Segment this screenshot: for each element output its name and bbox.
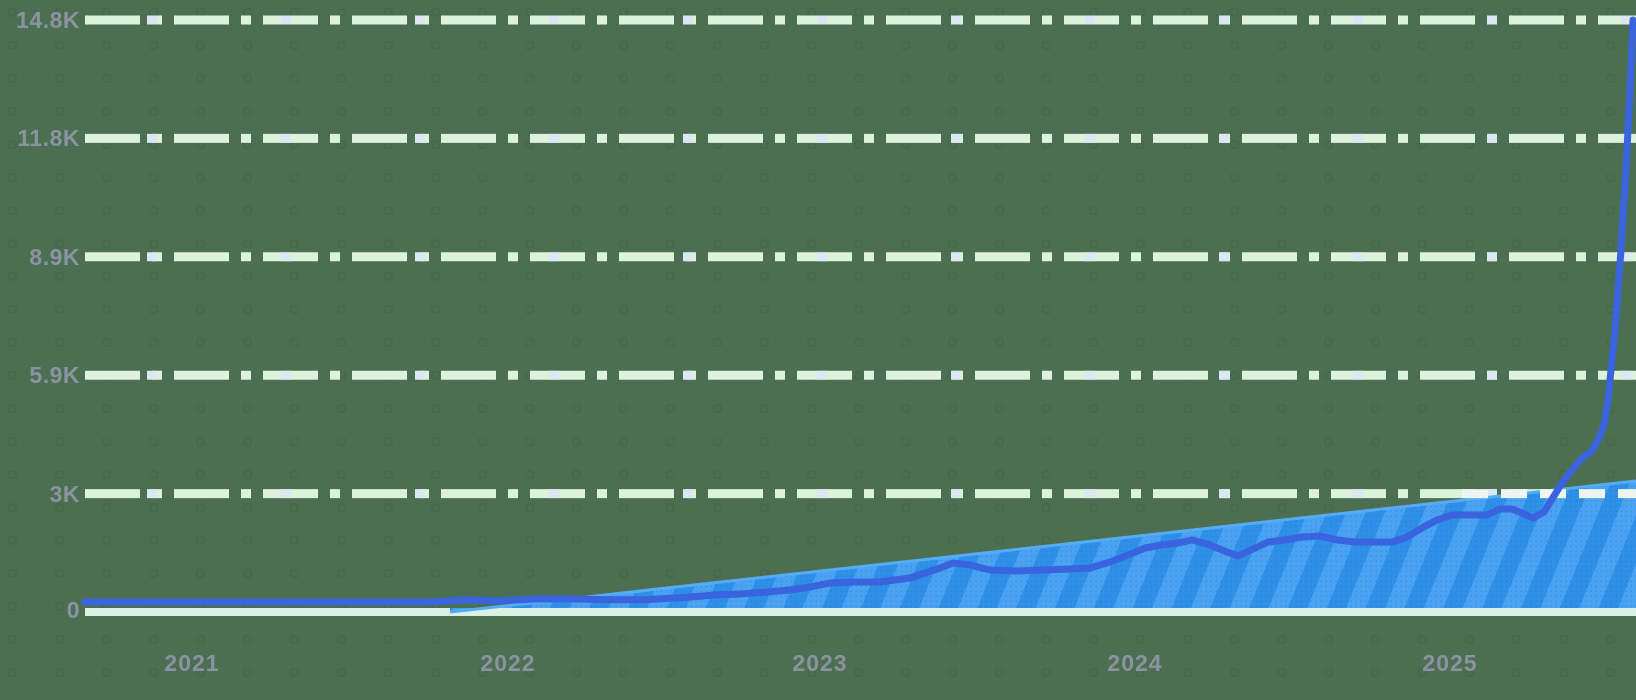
x-tick-label: 2023 (792, 650, 848, 676)
x-tick-label: 2022 (480, 650, 536, 676)
main-line-series (81, 16, 1636, 606)
baseline (85, 608, 1636, 616)
y-tick-label: 14.8K (16, 7, 80, 33)
y-tick-label: 5.9K (29, 362, 80, 389)
y-tick-label: 11.8K (17, 125, 80, 152)
x-tick-label: 2024 (1107, 650, 1163, 676)
y-tick-label: 8.9K (29, 243, 80, 270)
x-tick-label: 2021 (164, 650, 220, 676)
y-tick-label: 0 (66, 597, 80, 623)
x-tick-label: 2025 (1422, 650, 1478, 676)
y-tick-label: 3K (49, 480, 80, 507)
area-top-edge (449, 479, 1636, 614)
